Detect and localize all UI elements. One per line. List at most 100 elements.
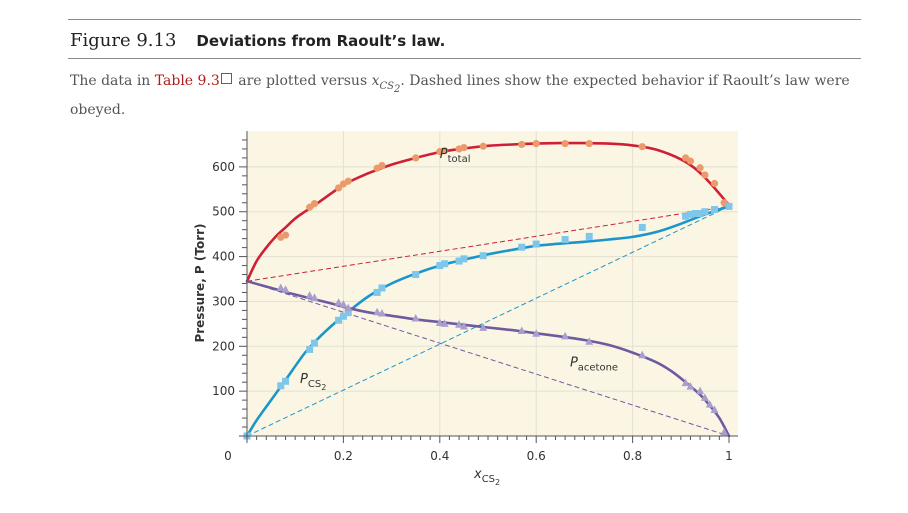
y-tick-label: 500 — [212, 205, 235, 219]
data-point-cs2 — [518, 243, 526, 251]
x-axis-title: xCS2 — [473, 467, 500, 487]
data-point-total — [585, 139, 593, 148]
data-point-cs2 — [335, 316, 343, 324]
data-point-acetone — [705, 400, 714, 408]
data-point-acetone — [710, 405, 719, 413]
data-point-total — [686, 157, 695, 165]
data-point-acetone — [700, 393, 709, 401]
data-point-cs2 — [277, 382, 285, 390]
caption-text-start: The data in — [70, 73, 155, 89]
data-point-acetone — [377, 309, 386, 317]
data-point-acetone — [638, 350, 647, 359]
data-point-cs2 — [306, 345, 314, 353]
figure-number: Figure 9.13 — [70, 30, 177, 51]
data-point-acetone — [532, 329, 541, 337]
data-point-total — [281, 231, 290, 239]
y-tick-label: 400 — [212, 250, 235, 264]
series-label-cs2: PCS2 — [300, 372, 326, 392]
axes — [239, 131, 738, 443]
data-point-acetone — [373, 307, 382, 316]
top-rule — [68, 19, 861, 20]
figure-header: Figure 9.13 Deviations from Raoult’s law… — [70, 30, 445, 51]
data-point-cs2 — [310, 339, 318, 347]
data-point-acetone — [440, 319, 449, 327]
data-point-acetone — [696, 386, 705, 395]
chart-labels: 100 200 300 400 500 600 0 0.2 0.4 0.6 0.8 1 Pressure… — [193, 147, 733, 487]
x-tick-label: 0.2 — [334, 449, 353, 463]
data-point-acetone — [344, 303, 353, 312]
data-point-acetone — [339, 300, 348, 308]
data-point-acetone — [310, 293, 319, 301]
series-label-total: Ptotal — [440, 147, 471, 165]
data-point-cs2 — [339, 312, 347, 320]
data-point-total — [334, 184, 343, 192]
table-link[interactable]: Table 9.3 — [154, 73, 220, 89]
data-points — [243, 139, 733, 440]
data-point-cs2 — [686, 210, 694, 218]
data-point-total — [561, 139, 569, 148]
data-point-total — [532, 139, 540, 148]
caption-math-variable: xCS2 — [371, 73, 401, 95]
raoult-ideal-lines — [246, 205, 730, 437]
data-point-cs2 — [638, 223, 646, 231]
data-point-cs2 — [378, 284, 386, 292]
data-point-acetone — [585, 337, 594, 345]
data-point-cs2 — [682, 212, 690, 220]
y-tick-label: 600 — [212, 160, 235, 174]
data-point-cs2 — [412, 271, 420, 279]
data-point-total — [310, 200, 319, 208]
x-tick-label: 0 — [224, 449, 232, 463]
y-axis-title: Pressure, P (Torr) — [193, 223, 207, 342]
data-point-acetone — [686, 382, 695, 390]
data-point-cs2 — [455, 257, 463, 265]
figure-title: Deviations from Raoult’s law. — [196, 32, 446, 50]
data-point-acetone — [517, 326, 526, 335]
data-point-cs2 — [460, 255, 468, 263]
data-point-total — [441, 147, 449, 155]
data-point-total — [638, 143, 646, 151]
grid — [247, 131, 738, 436]
data-point-acetone — [720, 427, 729, 436]
data-point-acetone — [681, 378, 690, 387]
series-label-acetone: Pacetone — [570, 355, 618, 373]
data-point-cs2 — [585, 232, 593, 240]
data-point-total — [344, 177, 352, 185]
data-point-total — [696, 164, 704, 172]
y-tick-label: 100 — [212, 384, 235, 398]
ideal-line-cs2 — [246, 205, 730, 437]
data-point-acetone — [435, 318, 444, 326]
data-point-acetone — [455, 320, 464, 328]
ideal-line-total — [246, 205, 730, 282]
external-link-icon[interactable] — [220, 73, 232, 84]
data-point-cs2 — [373, 288, 381, 296]
data-point-cs2 — [344, 309, 352, 317]
x-tick-label: 0.6 — [527, 449, 546, 463]
data-point-cs2 — [282, 377, 290, 385]
data-point-total — [378, 161, 386, 170]
curve-cs2 — [245, 205, 731, 438]
data-point-cs2 — [532, 240, 540, 248]
data-point-cs2 — [561, 236, 569, 244]
data-point-cs2 — [441, 260, 449, 268]
header-rule — [68, 58, 861, 59]
data-point-acetone — [479, 323, 488, 331]
data-point-cs2 — [696, 210, 704, 218]
plot-background — [247, 131, 738, 436]
data-point-total — [479, 142, 487, 150]
ideal-line-acetone — [246, 280, 730, 437]
data-point-acetone — [411, 313, 420, 322]
y-tick-label: 200 — [212, 339, 235, 353]
data-point-total — [701, 171, 709, 179]
y-tick-label: 300 — [212, 294, 235, 308]
data-point-total — [518, 140, 526, 149]
data-point-acetone — [305, 291, 314, 299]
caption-text-middle: are plotted versus — [233, 73, 372, 89]
data-point-acetone — [281, 285, 290, 293]
data-point-total — [412, 154, 420, 162]
data-point-cs2 — [711, 205, 719, 213]
data-point-acetone — [334, 298, 343, 306]
data-point-cs2 — [691, 210, 699, 218]
data-point-cs2 — [479, 252, 487, 260]
data-point-acetone — [561, 331, 570, 340]
